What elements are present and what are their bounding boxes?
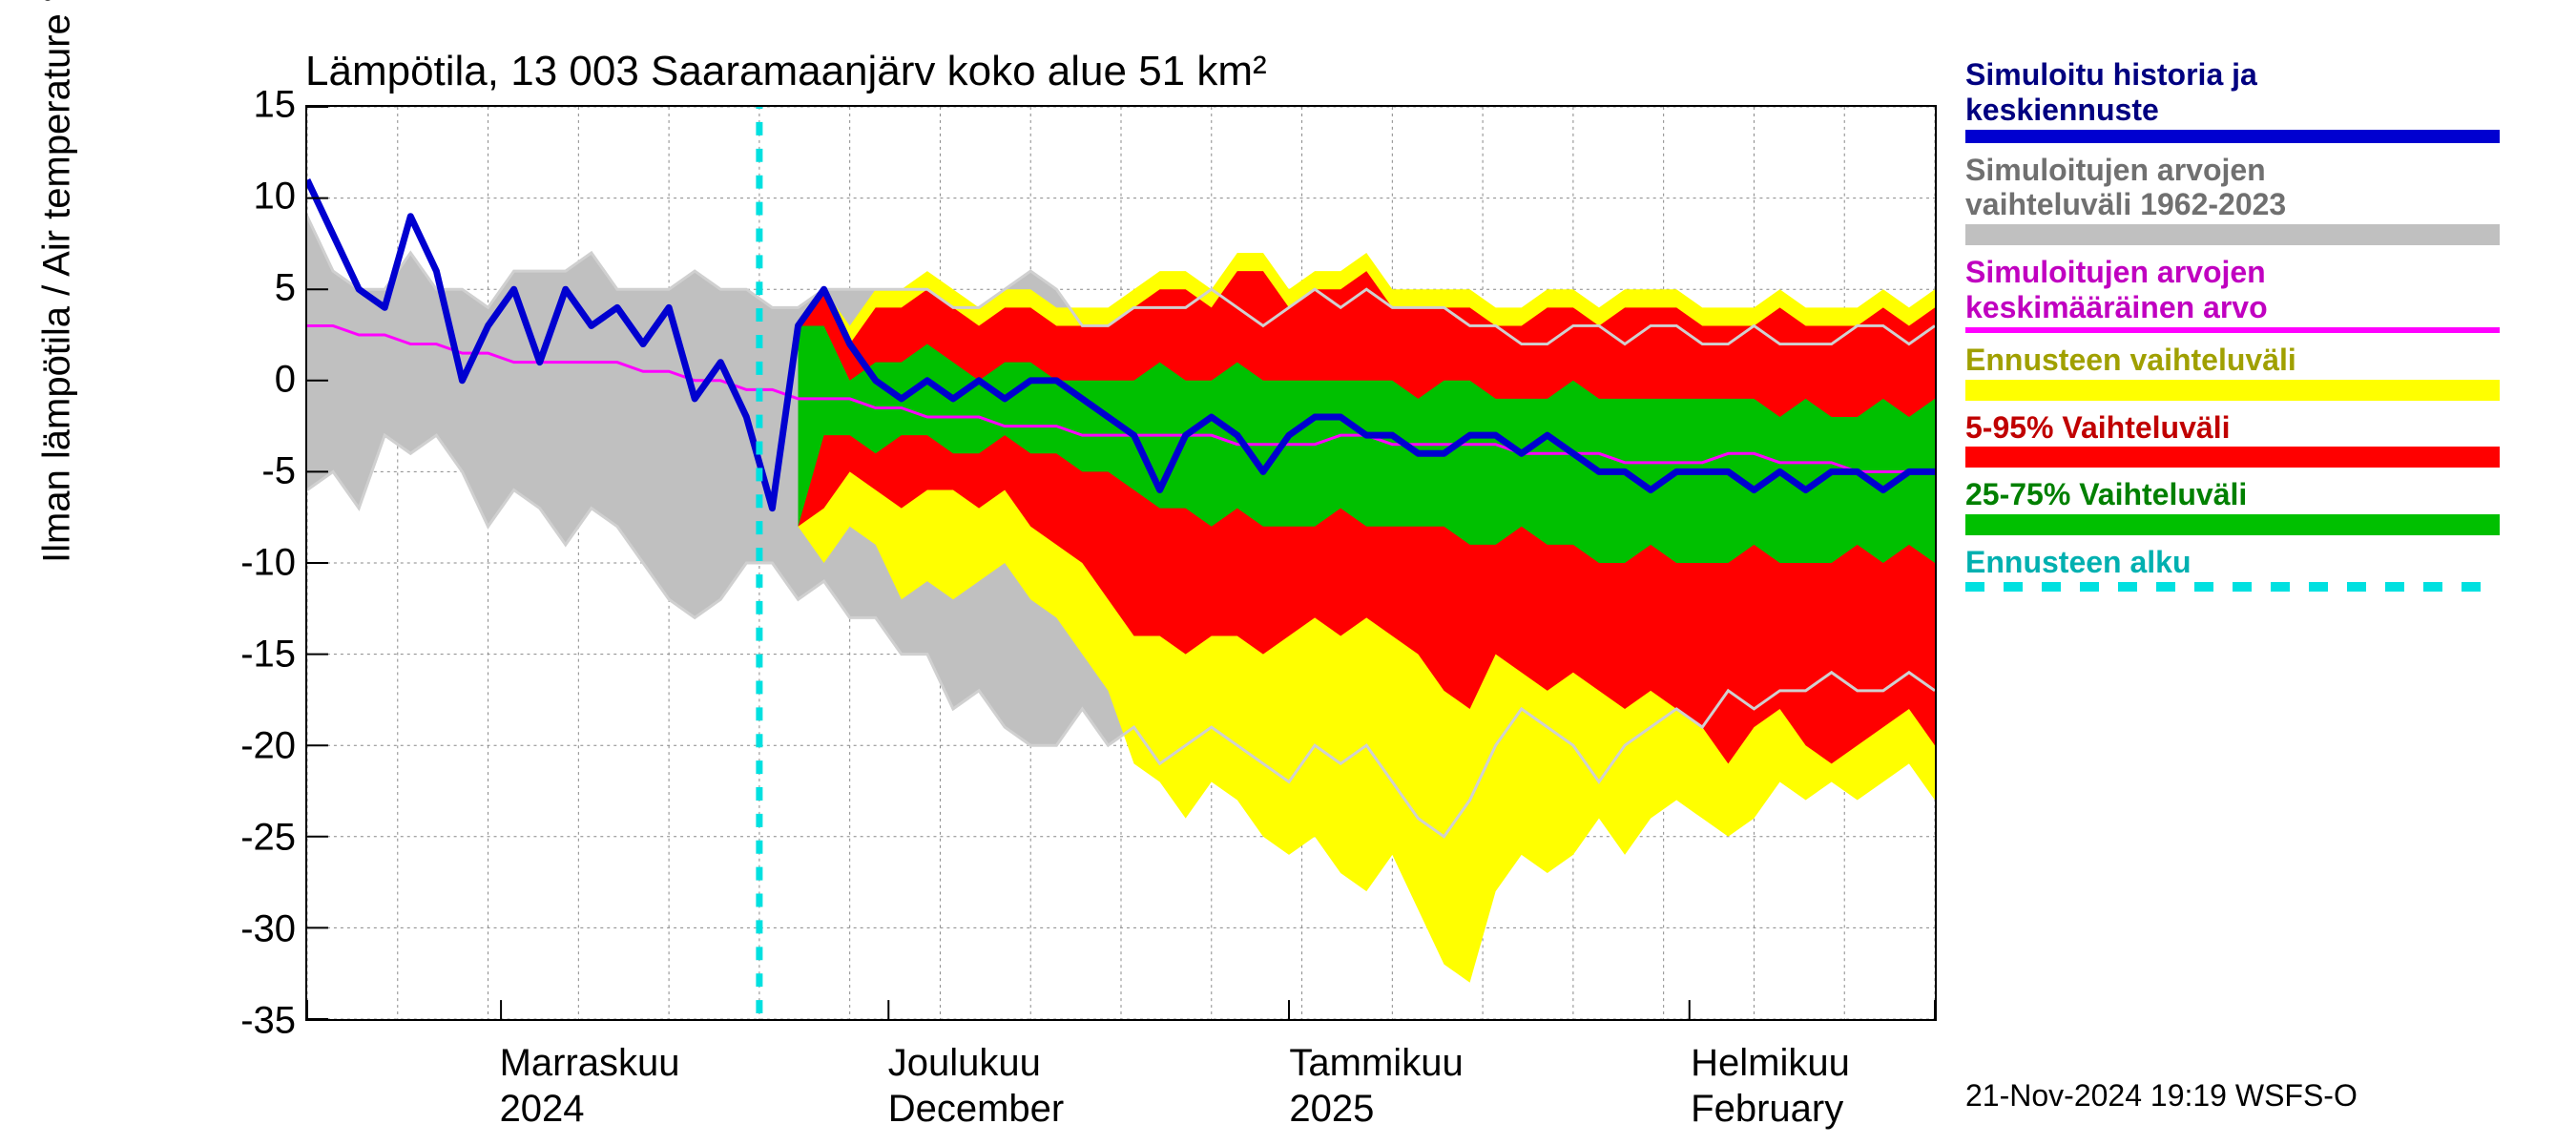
y-tick-label: -15 [240, 634, 296, 677]
chart-container: Lämpötila, 13 003 Saaramaanjärv koko alu… [0, 0, 2576, 1145]
y-tick-label: -10 [240, 542, 296, 585]
legend-item: Simuloitujen arvojen vaihteluväli 1962-2… [1965, 153, 2557, 246]
legend-item: Ennusteen vaihteluväli [1965, 343, 2557, 401]
y-tick-label: 10 [254, 176, 297, 219]
legend-swatch [1965, 582, 2500, 592]
legend-label: 5-95% Vaihteluväli [1965, 410, 2557, 446]
legend-item: Simuloitujen arvojen keskimääräinen arvo [1965, 255, 2557, 333]
legend: Simuloitu historia ja keskiennuste Simulo… [1965, 57, 2557, 601]
x-tick-label: Tammikuu2025 [1289, 1040, 1463, 1132]
legend-swatch [1965, 447, 2500, 468]
legend-swatch [1965, 130, 2500, 143]
y-tick-label: -20 [240, 725, 296, 768]
x-tick-label: JoulukuuDecember [888, 1040, 1065, 1132]
legend-label: Simuloitujen arvojen vaihteluväli 1962-2… [1965, 153, 2557, 223]
legend-label: Simuloitu historia ja keskiennuste [1965, 57, 2557, 128]
y-tick-label: 0 [275, 359, 296, 402]
chart-title: Lämpötila, 13 003 Saaramaanjärv koko alu… [305, 48, 1267, 95]
legend-item: Ennusteen alku [1965, 545, 2557, 592]
y-tick-label: -35 [240, 1000, 296, 1043]
y-tick-label: 15 [254, 84, 297, 127]
legend-label: 25-75% Vaihteluväli [1965, 477, 2557, 512]
legend-swatch [1965, 514, 2500, 535]
legend-swatch [1965, 327, 2500, 333]
y-tick-label: -25 [240, 817, 296, 860]
plot-svg [307, 107, 1935, 1019]
y-tick-label: -5 [261, 450, 296, 493]
legend-label: Simuloitujen arvojen keskimääräinen arvo [1965, 255, 2557, 325]
legend-swatch [1965, 224, 2500, 245]
footer-timestamp: 21-Nov-2024 19:19 WSFS-O [1965, 1078, 2358, 1114]
legend-swatch [1965, 380, 2500, 401]
legend-item: 5-95% Vaihteluväli [1965, 410, 2557, 468]
y-axis-label: Ilman lämpötila / Air temperature °C [36, 0, 79, 563]
x-tick-label: Marraskuu2024 [500, 1040, 680, 1132]
plot-area [305, 105, 1937, 1021]
y-tick-label: -30 [240, 908, 296, 951]
legend-label: Ennusteen vaihteluväli [1965, 343, 2557, 378]
legend-item: Simuloitu historia ja keskiennuste [1965, 57, 2557, 143]
legend-item: 25-75% Vaihteluväli [1965, 477, 2557, 535]
legend-label: Ennusteen alku [1965, 545, 2557, 580]
x-tick-label: HelmikuuFebruary [1691, 1040, 1850, 1132]
y-tick-label: 5 [275, 267, 296, 310]
